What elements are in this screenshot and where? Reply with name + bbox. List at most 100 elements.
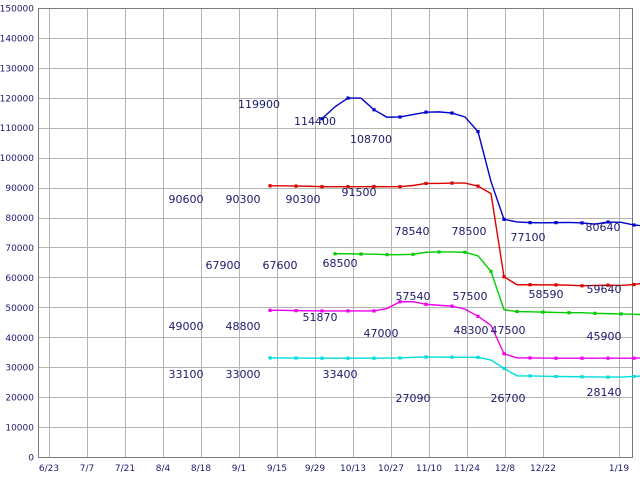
data-point-marker <box>372 108 376 112</box>
data-point-marker <box>333 252 337 256</box>
point-value-label: 27090 <box>396 392 431 405</box>
data-point-marker <box>320 117 324 121</box>
data-point-marker <box>502 275 506 279</box>
point-value-label: 90300 <box>226 193 261 206</box>
x-tick-label: 9/15 <box>267 464 287 474</box>
data-point-marker <box>398 185 402 189</box>
point-value-label: 119900 <box>238 98 280 111</box>
data-series-layer <box>268 96 640 379</box>
series-red <box>268 181 640 288</box>
point-value-label: 45900 <box>587 330 622 343</box>
data-point-marker <box>424 181 428 186</box>
data-point-marker <box>346 356 350 360</box>
data-point-marker <box>385 253 389 257</box>
x-tick-label: 7/21 <box>115 464 135 474</box>
data-point-labels: 119900 114400 108700 78540 78500 77100 80640 90… <box>169 98 622 405</box>
series-magenta <box>268 300 640 360</box>
point-value-label: 47000 <box>364 327 399 340</box>
x-tick-label: 10/13 <box>340 464 366 474</box>
series-line <box>270 301 640 359</box>
y-tick-label: 150000 <box>0 5 34 15</box>
data-point-marker <box>398 356 402 360</box>
point-value-label: 59640 <box>587 283 622 296</box>
y-tick-label: 100000 <box>0 154 34 164</box>
data-point-marker <box>489 269 493 274</box>
x-tick-label: 7/7 <box>80 464 94 474</box>
data-point-marker <box>294 309 298 313</box>
y-tick-label: 120000 <box>0 94 34 104</box>
data-point-marker <box>346 309 350 313</box>
data-point-marker <box>593 311 597 315</box>
data-point-marker <box>632 282 636 287</box>
data-point-marker <box>554 374 558 379</box>
data-point-marker <box>580 284 584 288</box>
y-tick-label: 90000 <box>5 184 34 194</box>
data-point-marker <box>450 111 454 115</box>
x-tick-label: 6/23 <box>39 464 59 474</box>
data-point-marker <box>450 304 454 308</box>
data-point-marker <box>554 283 558 287</box>
y-tick-label: 0 <box>28 454 34 464</box>
point-value-label: 49000 <box>169 320 204 333</box>
data-point-marker <box>437 250 441 254</box>
point-value-label: 33000 <box>226 368 261 381</box>
y-tick-label: 40000 <box>5 334 34 344</box>
data-point-marker <box>450 355 454 359</box>
y-tick-label: 80000 <box>5 214 34 224</box>
data-point-marker <box>606 283 610 287</box>
series-line <box>335 251 640 316</box>
y-tick-label: 10000 <box>5 424 34 434</box>
data-point-marker <box>528 356 532 360</box>
x-tick-label: 8/18 <box>191 464 211 474</box>
data-point-marker <box>346 96 350 100</box>
data-point-marker <box>424 302 428 306</box>
data-point-marker <box>476 355 480 359</box>
data-point-marker <box>541 310 545 314</box>
data-point-marker <box>580 221 584 225</box>
point-value-label: 78500 <box>452 225 487 238</box>
data-point-marker <box>502 217 506 221</box>
point-value-label: 90600 <box>169 193 204 206</box>
y-tick-label: 30000 <box>5 364 34 374</box>
point-value-label: 26700 <box>491 392 526 405</box>
point-value-label: 51870 <box>303 311 338 324</box>
y-axis-tick-labels: 0 10000 20000 30000 40000 50000 60000 70000 8000… <box>0 5 34 464</box>
point-value-label: 114400 <box>294 115 336 128</box>
point-value-label: 57500 <box>453 290 488 303</box>
data-point-marker <box>320 185 324 189</box>
data-point-marker <box>476 184 480 188</box>
x-tick-label: 12/8 <box>495 464 515 474</box>
data-point-marker <box>372 184 376 189</box>
point-value-label: 28140 <box>587 386 622 399</box>
data-point-marker <box>294 184 298 188</box>
point-value-label: 77100 <box>511 231 546 244</box>
y-tick-label: 60000 <box>5 274 34 284</box>
data-point-marker <box>424 355 428 359</box>
x-tick-label: 9/29 <box>305 464 325 474</box>
series-green <box>333 250 640 316</box>
point-value-label: 58590 <box>529 288 564 301</box>
data-point-marker <box>320 309 324 313</box>
gridlines <box>38 8 632 458</box>
series-line <box>270 356 640 378</box>
data-point-marker <box>476 314 480 318</box>
plot-border <box>38 8 633 458</box>
point-value-label: 68500 <box>323 257 358 270</box>
x-tick-label: 11/24 <box>454 464 480 474</box>
y-tick-label: 20000 <box>5 394 34 404</box>
data-point-marker <box>528 283 532 287</box>
data-point-marker <box>268 308 272 312</box>
point-value-label: 78540 <box>395 225 430 238</box>
point-value-label: 48300 <box>454 324 489 337</box>
data-point-marker <box>372 356 376 360</box>
y-tick-label: 140000 <box>0 34 34 44</box>
x-tick-label: 10/27 <box>378 464 404 474</box>
x-tick-label: 11/10 <box>416 464 442 474</box>
data-point-marker <box>346 185 350 189</box>
data-point-marker <box>476 130 480 134</box>
data-point-marker <box>528 221 532 225</box>
data-point-marker <box>372 309 376 313</box>
x-tick-label: 9/1 <box>232 464 246 474</box>
x-tick-label: 1/19 <box>609 464 629 474</box>
data-point-marker <box>554 221 558 225</box>
